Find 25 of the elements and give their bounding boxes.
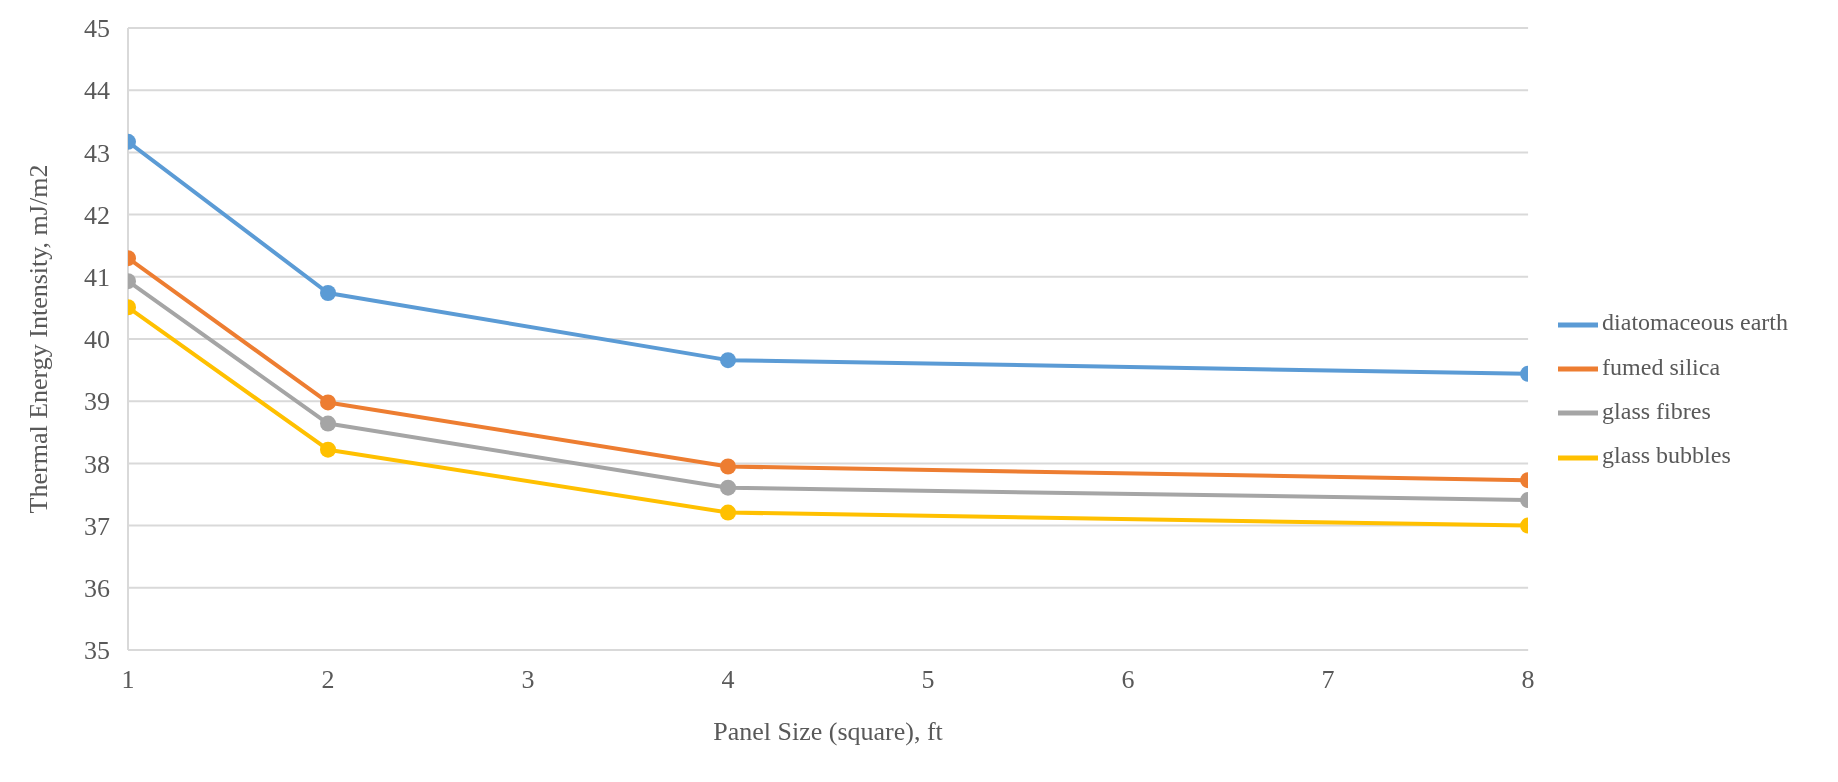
x-tick-label: 2 (321, 665, 335, 695)
x-tick-label: 4 (721, 665, 735, 695)
legend-label: diatomaceous earth (1602, 309, 1788, 336)
y-tick-label: 36 (84, 574, 110, 604)
y-tick-label: 43 (84, 138, 110, 168)
y-tick-label: 39 (84, 387, 110, 417)
y-tick-label: 38 (84, 449, 110, 479)
y-axis-title: Thermal Energy Intensity, mJ/m2 (24, 164, 54, 514)
x-tick-label: 3 (521, 665, 535, 695)
x-tick-label: 8 (1521, 665, 1535, 695)
y-tick-label: 37 (84, 511, 110, 541)
y-tick-label: 41 (84, 263, 110, 293)
x-axis-title: Panel Size (square), ft (713, 717, 944, 746)
legend-label: glass fibres (1602, 398, 1711, 424)
x-tick-label: 1 (121, 665, 135, 695)
y-tick-label: 44 (84, 76, 110, 106)
y-tick-label: 35 (84, 636, 110, 666)
y-tick-label: 45 (84, 14, 110, 44)
legend-label: fumed silica (1602, 353, 1721, 380)
y-tick-label: 42 (84, 200, 110, 230)
x-tick-label: 7 (1321, 665, 1335, 695)
x-tick-label: 6 (1121, 665, 1135, 695)
y-tick-label: 40 (84, 325, 110, 355)
legend-label: glass bubbles (1602, 442, 1731, 469)
x-tick-label: 5 (921, 665, 935, 695)
